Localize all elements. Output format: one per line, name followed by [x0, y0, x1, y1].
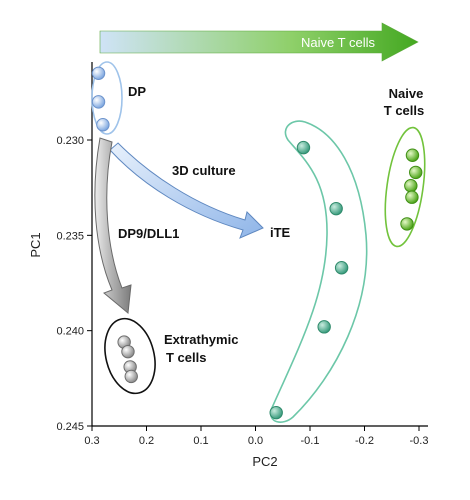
y-axis-title: PC1 — [28, 232, 43, 257]
x-tick-label: 0.3 — [84, 435, 99, 447]
ite-enclosure — [269, 120, 368, 423]
x-ticks: 0.3 0.2 0.1 0.0 -0.1 -0.2 -0.3 — [84, 426, 428, 447]
naive-t-cell-point — [404, 179, 418, 193]
extrathymic-enclosure — [104, 317, 156, 395]
dp-point — [91, 95, 106, 109]
ite-point — [329, 201, 343, 216]
label-naive-line2: T cells — [384, 103, 424, 118]
y-ticks: 0.230 0.235 0.240 0.245 — [56, 135, 92, 433]
x-tick-label: -0.3 — [410, 435, 429, 447]
label-extrathymic-line1: Extrathymic — [164, 332, 238, 347]
dp-point — [91, 66, 106, 80]
x-tick-label: 0.0 — [248, 435, 263, 447]
ite-point — [269, 405, 283, 420]
extrathymic-point — [124, 369, 138, 384]
y-tick-label: 0.245 — [56, 421, 84, 433]
naive-enclosure — [384, 126, 426, 248]
naive-t-cell-point — [409, 165, 423, 180]
label-3d-culture: 3D culture — [172, 163, 236, 178]
label-naive-line1: Naive — [389, 86, 424, 101]
x-axis-title: PC2 — [252, 454, 277, 469]
dp-enclosure — [91, 61, 123, 135]
x-tick-label: -0.2 — [355, 435, 374, 447]
data-points — [91, 66, 423, 420]
banner-arrow — [99, 22, 419, 62]
arrow-3d-culture — [109, 142, 264, 239]
x-tick-label: 0.2 — [139, 435, 154, 447]
naive-t-cells-banner: Naive T cells — [99, 22, 419, 62]
arrow-dp9-dll1 — [94, 137, 132, 314]
naive-t-cell-point — [405, 190, 419, 204]
x-tick-label: -0.1 — [301, 435, 320, 447]
banner-label: Naive T cells — [301, 35, 375, 50]
x-tick-label: 0.1 — [193, 435, 208, 447]
y-tick-label: 0.235 — [56, 230, 84, 242]
label-dp: DP — [128, 84, 146, 99]
y-tick-label: 0.240 — [56, 326, 84, 338]
y-tick-label: 0.230 — [56, 135, 84, 147]
naive-t-cell-point — [400, 217, 414, 231]
axes: 0.230 0.235 0.240 0.245 0.3 0.2 0.1 0.0 -0.1 -0.… — [28, 62, 428, 469]
dp-point — [96, 118, 110, 132]
ite-point — [317, 320, 331, 334]
ite-point — [296, 140, 311, 155]
extrathymic-point — [121, 344, 135, 359]
label-dp9-dll1: DP9/DLL1 — [118, 226, 179, 241]
label-ite: iTE — [270, 225, 291, 240]
ite-point — [334, 261, 349, 275]
naive-t-cell-point — [405, 148, 420, 162]
label-extrathymic-line2: T cells — [166, 350, 206, 365]
